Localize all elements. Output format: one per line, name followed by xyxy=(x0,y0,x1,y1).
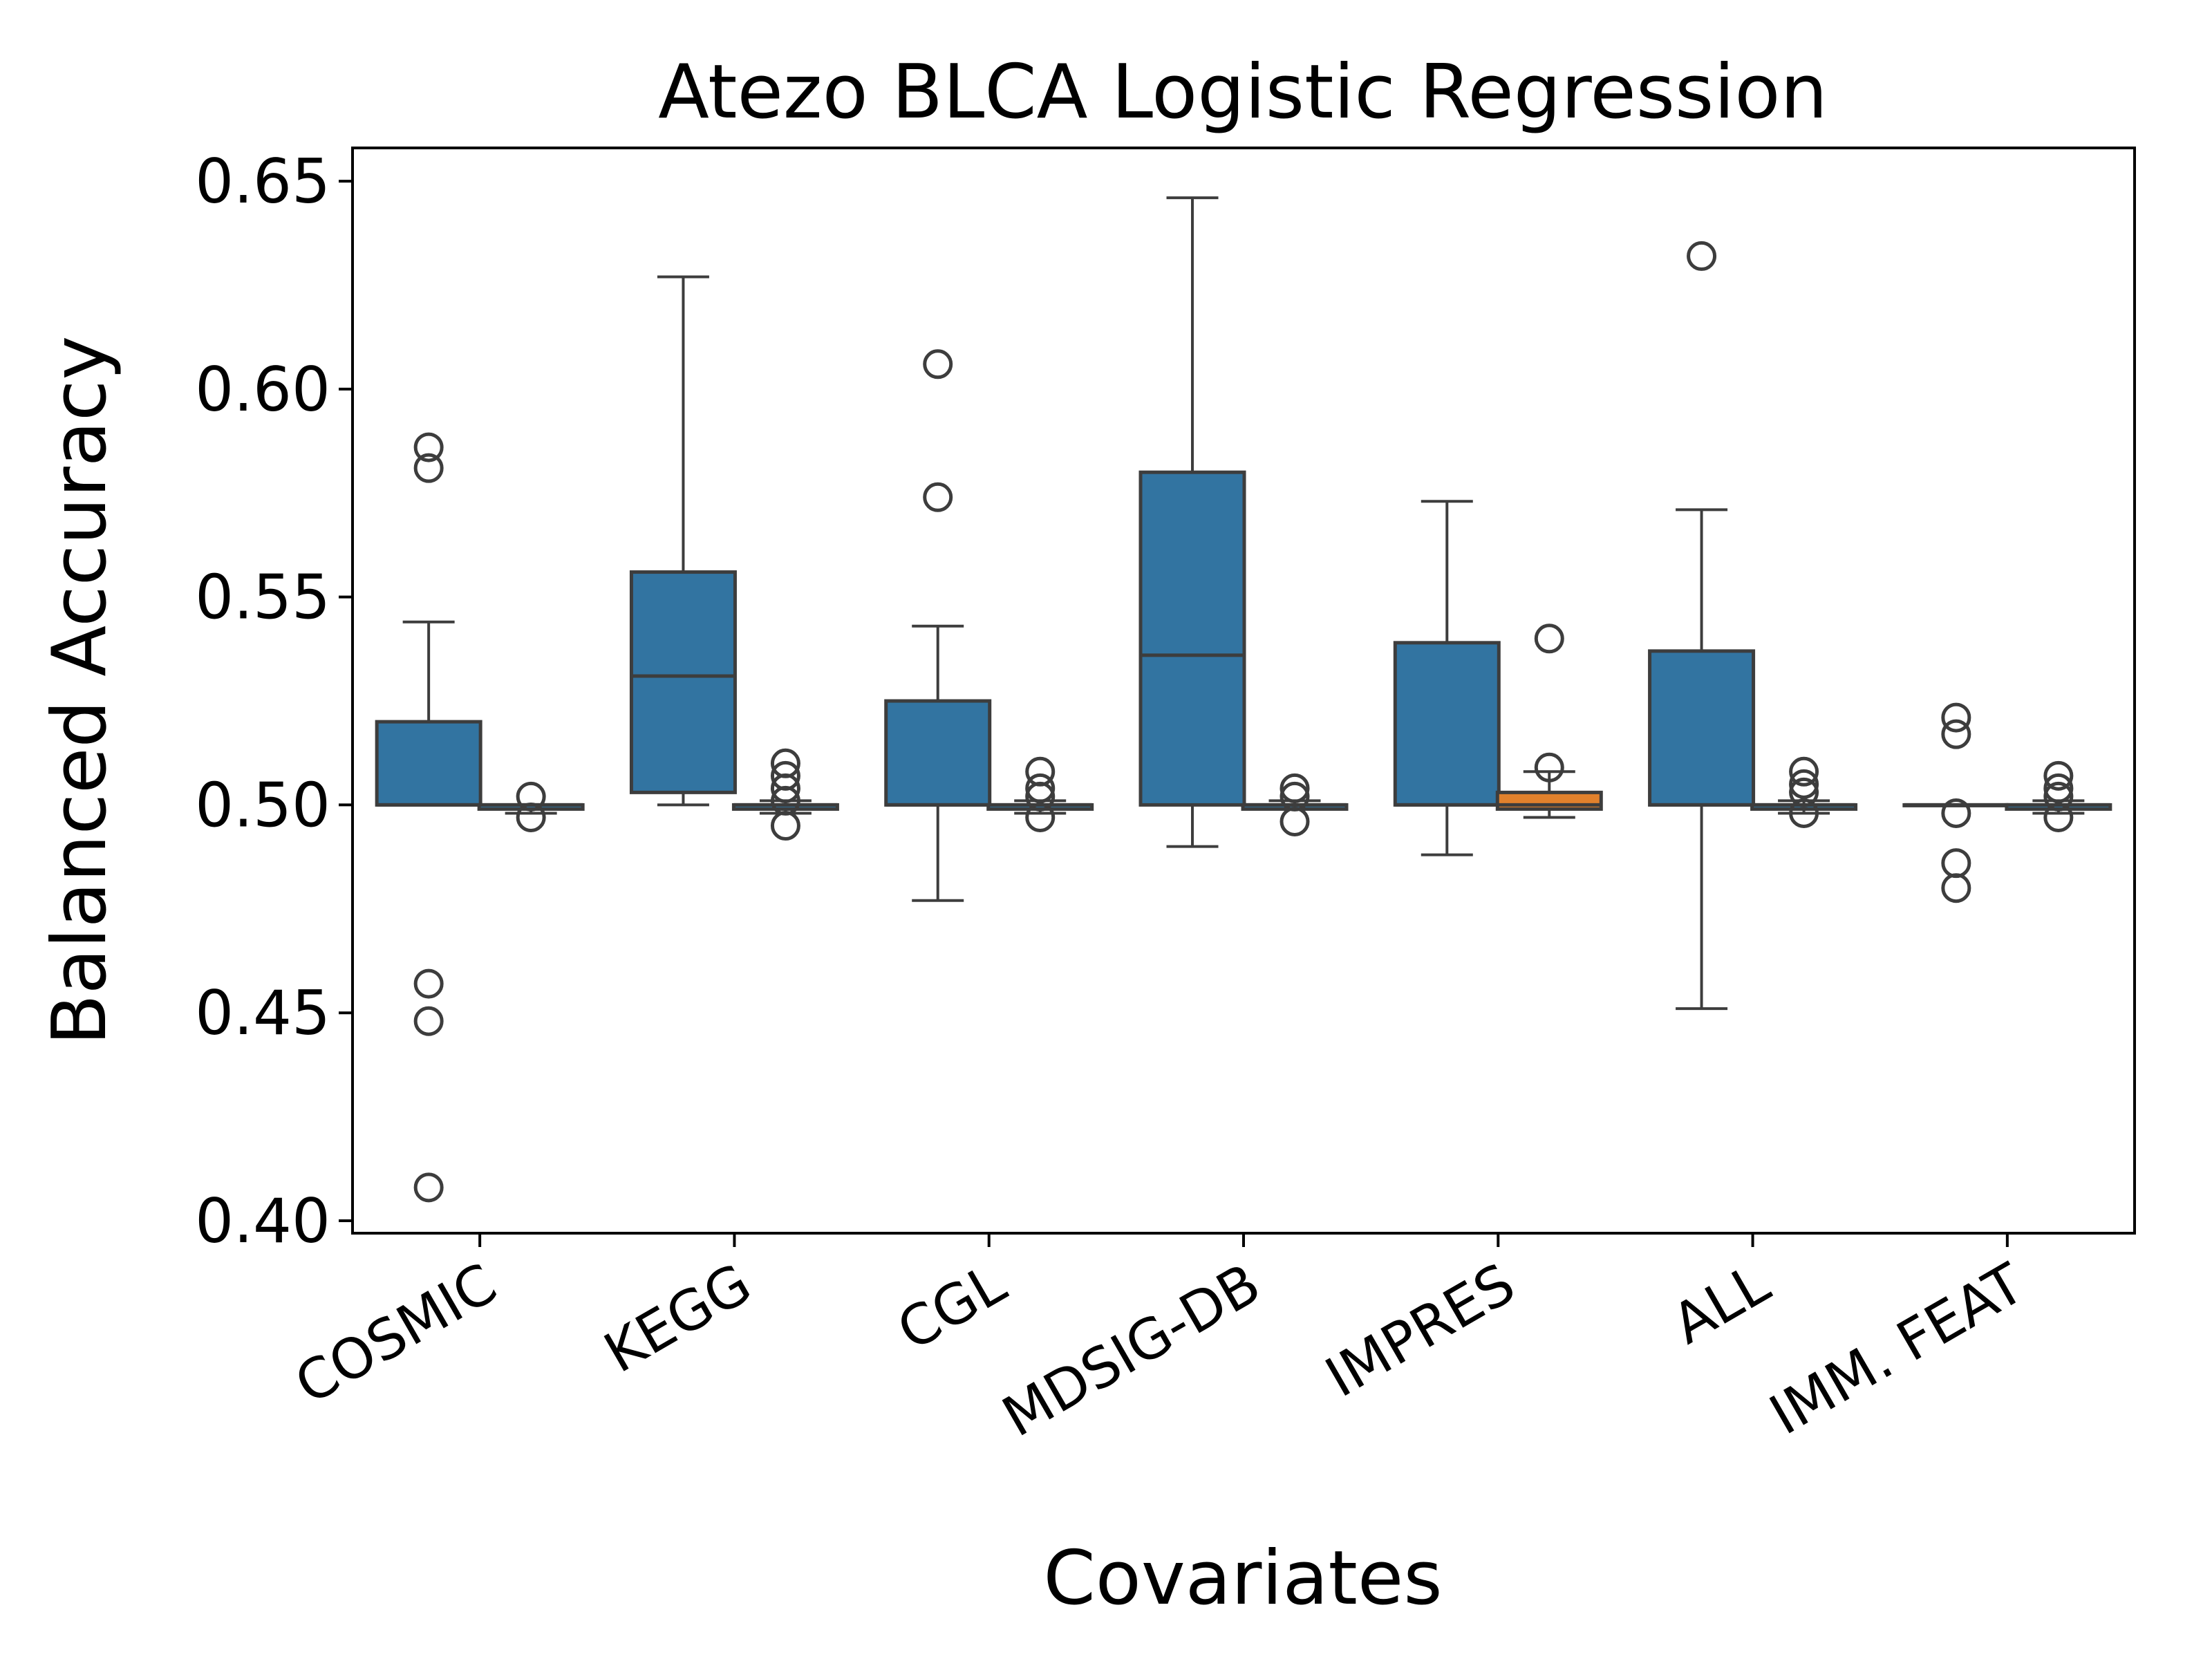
box-body xyxy=(1393,641,1501,807)
x-axis-label: Covariates xyxy=(1043,1535,1442,1622)
outlier-point xyxy=(516,781,546,812)
outlier-point xyxy=(1025,802,1056,832)
outlier-point xyxy=(2043,802,2074,832)
outlier-point xyxy=(770,773,800,803)
outlier-point xyxy=(413,453,444,483)
box-group xyxy=(629,275,737,807)
box-group xyxy=(884,349,992,902)
box-body xyxy=(1138,470,1246,807)
y-tick-label: 0.60 xyxy=(195,354,330,425)
y-tick-label: 0.40 xyxy=(195,1185,330,1257)
y-axis: 0.40 0.45 0.50 0.55 0.60 0.65 xyxy=(195,146,353,1257)
outlier-point xyxy=(1941,873,1971,903)
outlier-point xyxy=(1941,719,1971,749)
outlier-point xyxy=(2043,773,2074,803)
outlier-point xyxy=(1025,781,1056,812)
outlier-point xyxy=(516,802,546,832)
box-group xyxy=(1241,773,1349,836)
outlier-point xyxy=(1941,702,1971,733)
outlier-point xyxy=(413,1006,444,1036)
outlier-point xyxy=(413,432,444,462)
box-group xyxy=(477,781,585,832)
box-body xyxy=(884,699,992,807)
outlier-point xyxy=(1941,798,1971,828)
outlier-point xyxy=(923,349,953,379)
box-group xyxy=(375,432,482,1203)
outlier-point xyxy=(1025,773,1056,803)
box-group xyxy=(1393,500,1501,856)
outlier-point xyxy=(1534,624,1564,654)
box-body xyxy=(1495,790,1603,811)
outlier-point xyxy=(2043,781,2074,812)
y-axis-label: Balanced Accuracy xyxy=(37,336,123,1046)
box-group xyxy=(986,756,1094,832)
outlier-point xyxy=(1789,769,1819,799)
box-group xyxy=(1648,241,1756,1011)
outlier-point xyxy=(1789,777,1819,807)
box-group xyxy=(731,748,839,841)
plot-area xyxy=(375,196,2112,1203)
outlier-point xyxy=(770,810,800,841)
outlier-point xyxy=(1534,752,1564,782)
box-body xyxy=(629,570,737,794)
outlier-point xyxy=(1789,798,1819,828)
outlier-point xyxy=(1280,773,1310,803)
box-group xyxy=(1750,756,1858,828)
outlier-point xyxy=(1280,806,1310,836)
box-group xyxy=(1495,624,1603,819)
outlier-point xyxy=(413,968,444,999)
box-group xyxy=(1138,196,1246,848)
outlier-point xyxy=(1789,756,1819,787)
box-body xyxy=(375,720,482,807)
box-body xyxy=(1648,649,1756,807)
outlier-point xyxy=(2043,760,2074,791)
box-group xyxy=(2005,760,2112,832)
chart-title: Atezo BLCA Logistic Regression xyxy=(658,49,1828,135)
box-group xyxy=(1902,702,2010,903)
y-tick-label: 0.55 xyxy=(195,562,330,633)
outlier-point xyxy=(1687,241,1717,271)
y-tick-label: 0.45 xyxy=(195,977,330,1049)
y-tick-label: 0.50 xyxy=(195,769,330,841)
outlier-point xyxy=(923,482,953,512)
outlier-point xyxy=(413,1172,444,1203)
y-tick-label: 0.65 xyxy=(195,146,330,217)
